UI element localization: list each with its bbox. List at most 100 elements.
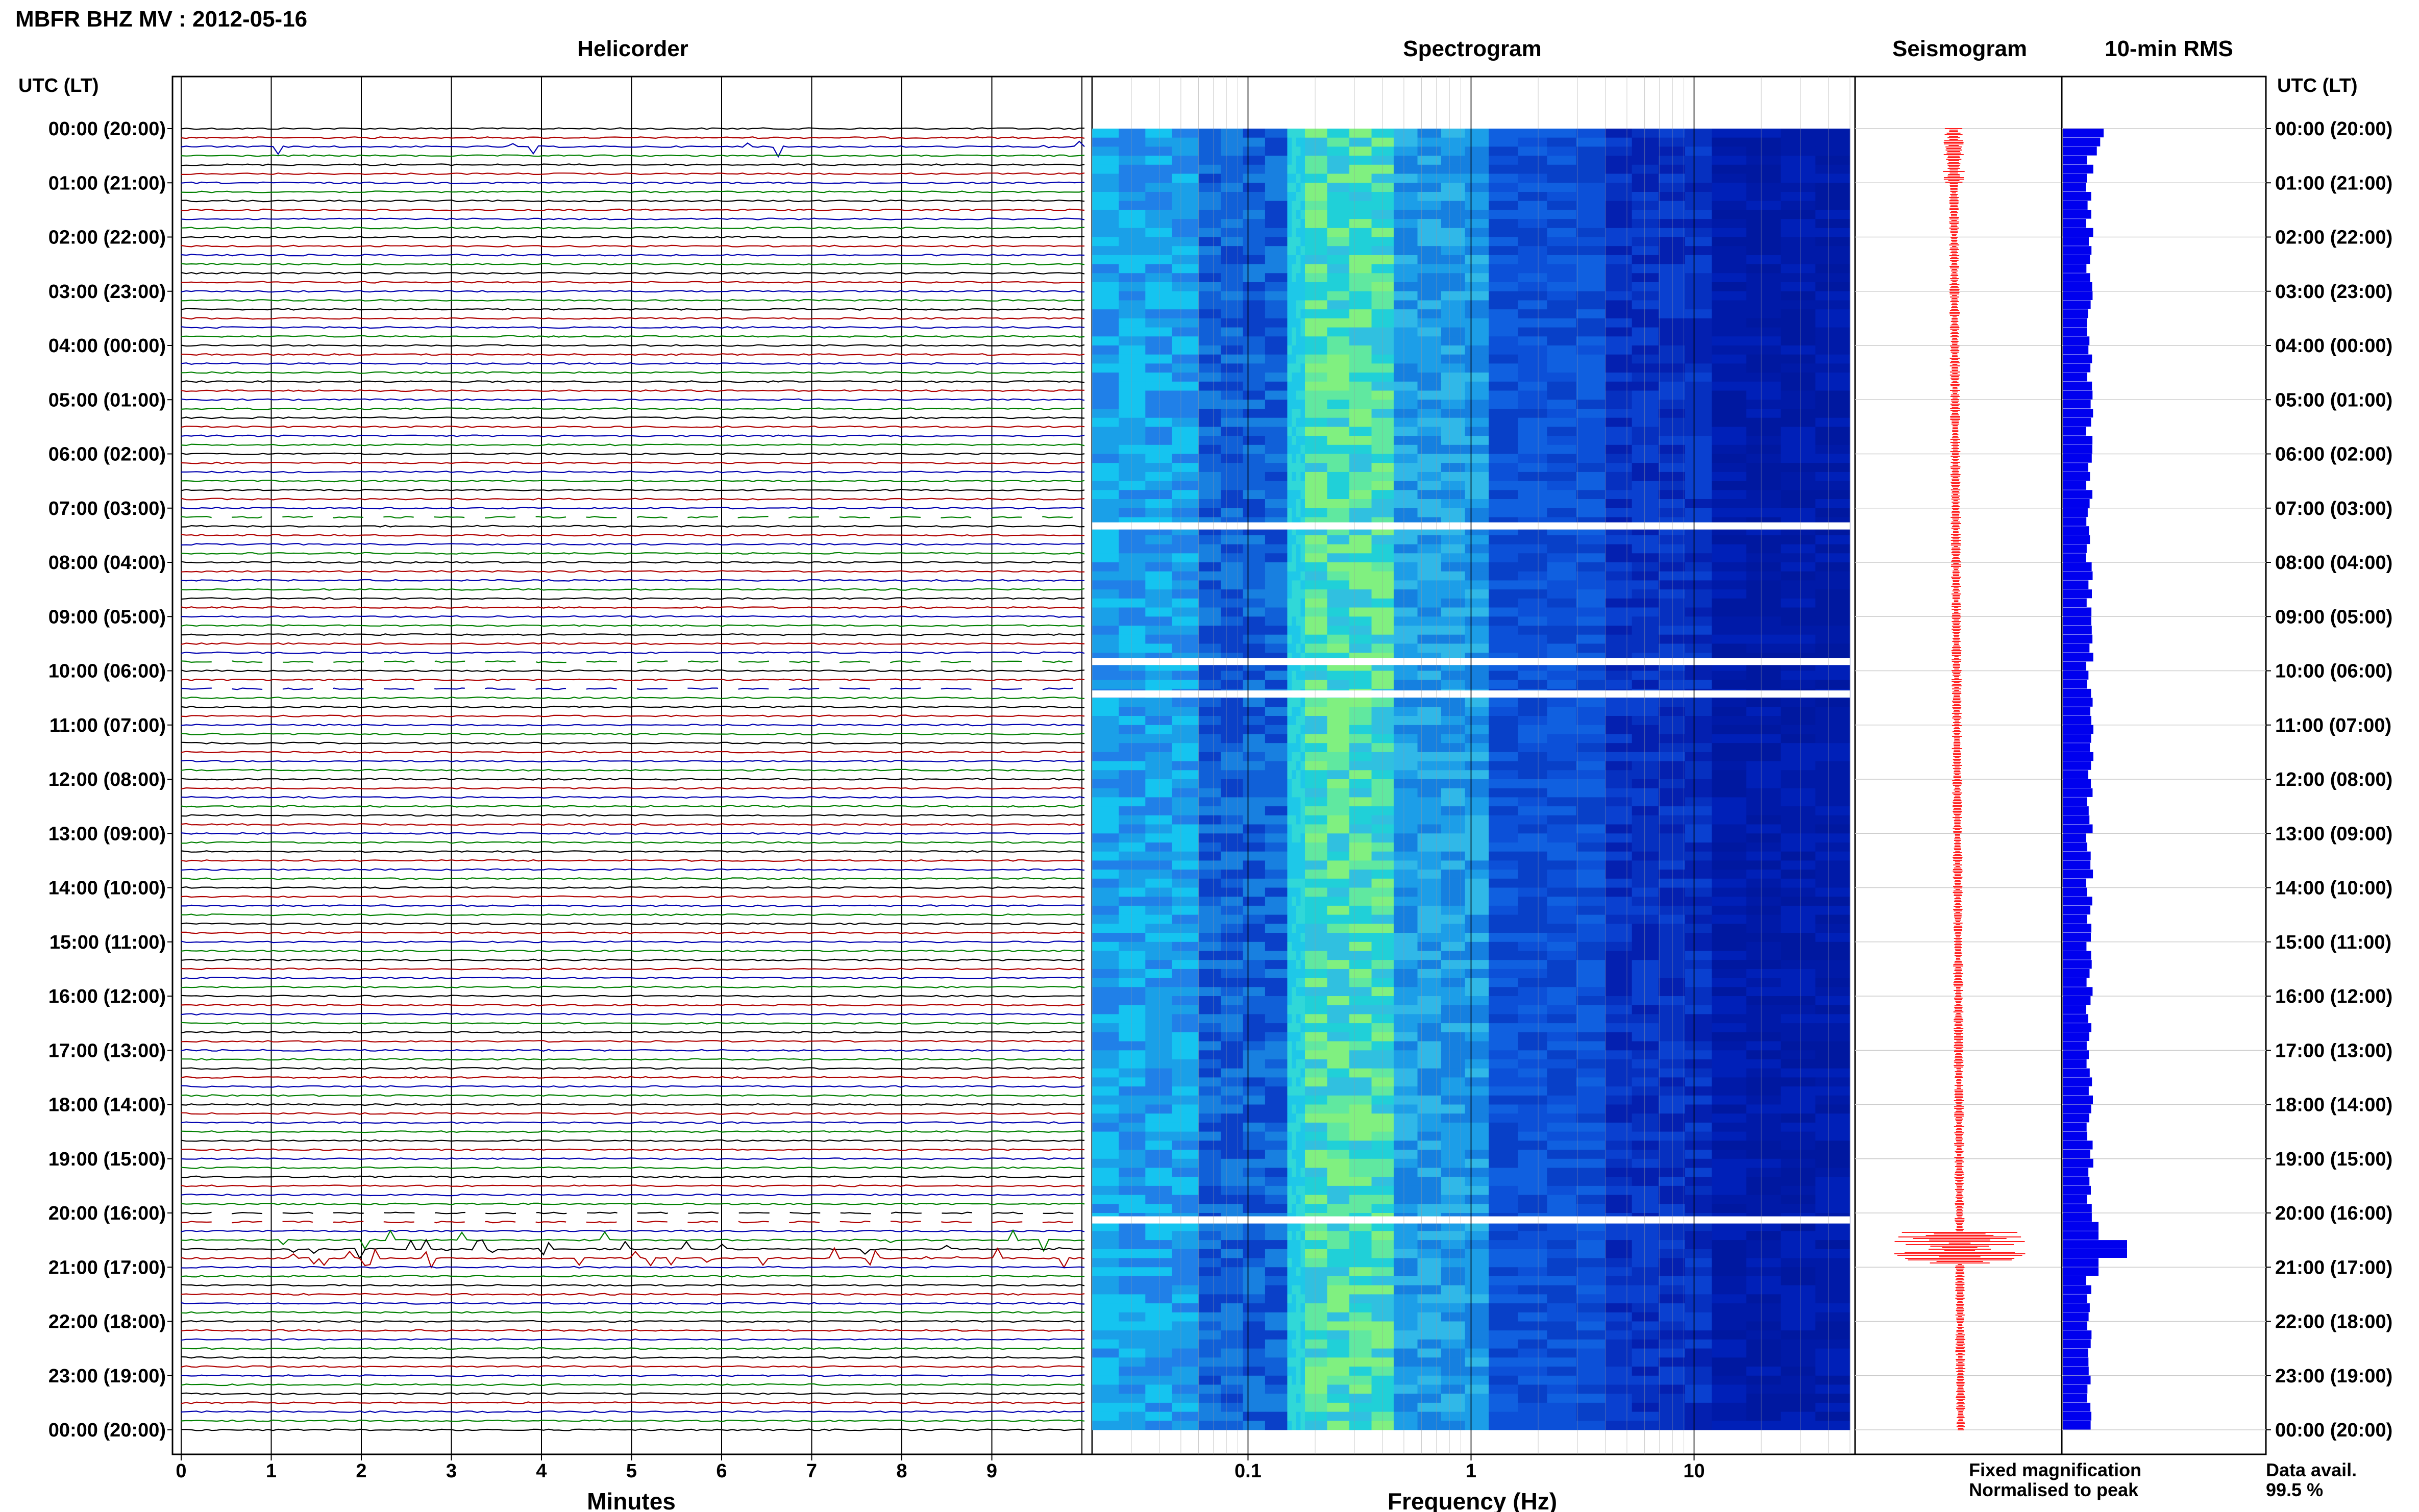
spectrogram-cell [1605,1195,1633,1204]
spectrogram-cell [1781,897,1816,906]
spectrogram-cell [1815,1068,1850,1078]
spectrogram-cell [1441,210,1465,219]
spectrogram-cell [1119,1131,1146,1141]
spectrogram-cell [1489,643,1518,653]
spectrogram-cell [1292,390,1297,400]
spectrogram-cell [1658,1222,1686,1231]
spectrogram-cell [1518,237,1547,246]
spectrogram-cell [1300,1059,1305,1069]
rms-bar [2063,851,2091,860]
spectrogram-cell [1815,409,1850,418]
spectrogram-cell [1119,1150,1146,1159]
spectrogram-cell [1305,173,1327,183]
spectrogram-cell [1305,499,1327,509]
helicorder-trace [181,958,1085,961]
spectrogram-cell [1441,1086,1465,1096]
spectrogram-cell [1576,1348,1606,1358]
spectrogram-cell [1296,616,1301,626]
spectrogram-cell [1300,707,1305,716]
spectrogram-cell [1547,1104,1576,1114]
spectrogram-cell [1685,508,1712,517]
spectrogram-cell [1465,228,1489,237]
spectrogram-cell [1092,815,1119,825]
spectrogram-cell [1712,1158,1747,1168]
spectrogram-cell [1712,1375,1747,1385]
spectrogram-cell [1547,978,1576,987]
spectrogram-cell [1371,508,1394,517]
spectrogram-cell [1417,472,1442,482]
spectrogram-cell [1518,417,1547,427]
spectrogram-cell [1300,255,1305,265]
spectrogram-cell [1393,1411,1418,1421]
spectrogram-cell [1393,1141,1418,1150]
spectrogram-cell [1658,806,1686,816]
spectrogram-cell [1518,571,1547,581]
spectrogram-cell [1145,1086,1172,1096]
spectrogram-cell [1781,1177,1816,1186]
spectrogram-cell [1417,607,1442,617]
spectrogram-cell [1243,1177,1266,1186]
spectrogram-cell [1547,1059,1576,1069]
spectrogram-cell [1658,417,1686,427]
spectrogram-cell [1632,779,1659,789]
spectrogram-cell [1092,1249,1119,1258]
spectrogram-cell [1489,300,1518,310]
spectrogram-cell [1198,761,1221,771]
spectrogram-cell [1815,210,1850,219]
helicorder-trace [181,913,1085,916]
spectrogram-cell [1243,1267,1266,1277]
spectrogram-cell [1518,860,1547,870]
spectrogram-cell [1349,969,1372,979]
rms-bar [2063,598,2087,607]
spectrogram-cell [1781,1276,1816,1286]
spectrogram-cell [1119,842,1146,852]
spectrogram-cell [1417,1276,1442,1286]
spectrogram-cell [1292,1330,1297,1340]
spectrogram-cell [1393,969,1418,979]
spectrogram-cell [1287,1141,1292,1150]
spectrogram-cell [1712,1312,1747,1322]
spectrogram-cell [1349,553,1372,563]
spectrogram-cell [1221,1249,1243,1258]
spectrogram-cell [1292,933,1297,943]
spectrogram-cell [1518,598,1547,608]
spectrogram-cell [1300,373,1305,382]
spectrogram-cell [1605,300,1633,310]
spectrogram-cell [1198,1348,1221,1358]
spectrogram-cell [1632,508,1659,517]
spectrogram-cell [1243,327,1266,337]
spectrogram-cell [1349,680,1372,689]
spectrogram-cell [1296,1150,1301,1159]
spectrogram-cell [1198,598,1221,608]
spectrogram-cell [1172,707,1199,716]
spectrogram-cell [1658,444,1686,454]
spectrogram-cell [1417,309,1442,319]
spectrogram-cell [1198,390,1221,400]
spectrogram-cell [1221,164,1243,174]
spectrogram-cell [1243,409,1266,418]
spectrogram-cell [1605,1303,1633,1313]
spectrogram-cell [1296,517,1301,527]
spectrogram-cell [1371,490,1394,500]
spectrogram-cell [1243,1357,1266,1367]
spectrogram-cell [1349,336,1372,346]
helicorder-trace [181,1247,1085,1269]
spectrogram-cell [1198,1177,1221,1186]
spectrogram-cell [1300,1294,1305,1304]
spectrogram-cell [1327,1294,1350,1304]
spectrogram-cell [1327,264,1350,274]
spectrogram-cell [1489,1267,1518,1277]
spectrogram-cell [1119,951,1146,960]
spectrogram-cell [1296,1086,1301,1096]
spectrogram-cell [1371,887,1394,897]
helicorder-title: Helicorder [577,36,688,61]
spectrogram-cell [1198,1113,1221,1123]
spectrogram-cell [1327,815,1350,825]
spectrogram-cell [1632,924,1659,933]
spectrogram-cell [1198,553,1221,563]
spectrogram-cell [1417,1086,1442,1096]
spectrogram-cell [1489,255,1518,265]
spectrogram-cell [1300,129,1305,138]
spectrogram-cell [1632,860,1659,870]
spectrogram-cell [1305,1086,1327,1096]
